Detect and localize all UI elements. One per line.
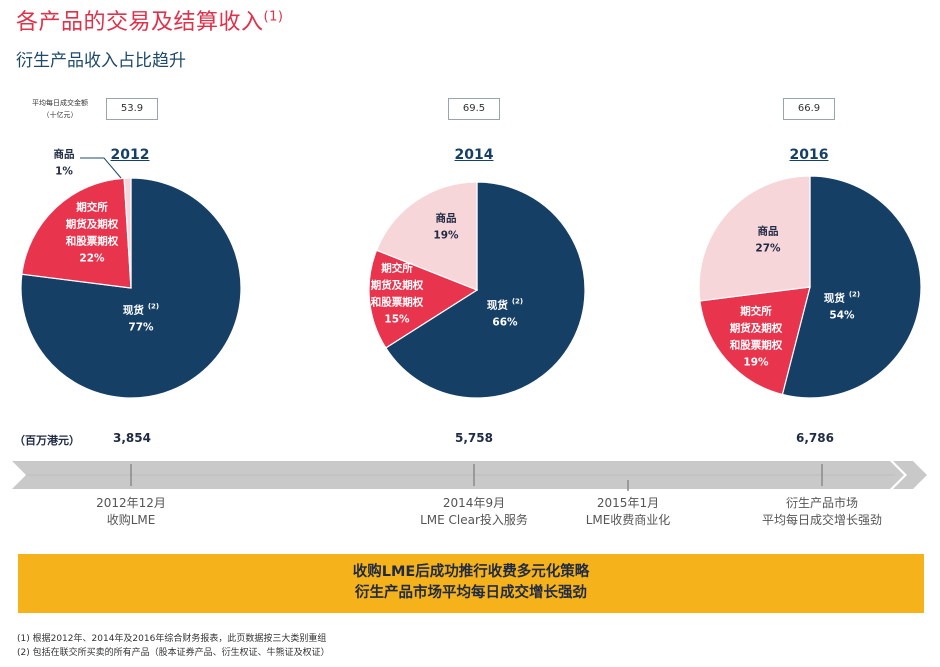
svg-text:19%: 19% [743,357,769,369]
pie-label-2012-spot: 现货 (2) 77% [123,303,159,334]
svg-text:27%: 27% [755,243,781,255]
total-revenue-2014: 5,758 [455,431,493,445]
year-label-2014: 2014 [454,147,494,163]
svg-text:现货(2): 现货 (2) [123,303,159,317]
pie-slice-2012-exchange [21,177,132,289]
svg-text:现货(2): 现货 (2) [487,298,523,312]
year-label-2012: 2012 [110,147,150,163]
svg-text:77%: 77% [128,322,154,334]
svg-text:1%: 1% [55,166,73,178]
adtv-box-2016: 66.9 [783,98,835,120]
pie-slice-2014-spot [384,181,586,399]
svg-text:期交所: 期交所 [381,262,413,275]
svg-text:商品: 商品 [436,212,457,225]
pie-slice-2012-commodity [123,177,132,289]
pie-label-2016-spot: 现货 (2) 54% [824,291,860,322]
timeline-event-2016: 衍生产品市场 平均每日成交增长强劲 [761,496,882,527]
total-revenue-2012: 3,854 [113,431,151,445]
timeline-event-2014: 2014年9月 LME Clear投入服务 [420,496,528,527]
svg-text:和股票期权: 和股票期权 [65,235,119,248]
footnote-2: (2) 包括在联交所买卖的所有产品（股本证券产品、衍生权证、牛熊证及权证） [17,648,330,658]
svg-text:期交所: 期交所 [76,201,108,214]
svg-text:期交所: 期交所 [740,305,772,318]
svg-text:54%: 54% [829,310,855,322]
revenue-unit-label: （百万港元） [14,434,80,447]
svg-text:22%: 22% [79,253,105,265]
svg-text:和股票期权: 和股票期权 [729,339,783,352]
svg-text:商品: 商品 [758,225,779,238]
svg-text:商品: 商品 [54,148,75,161]
summary-banner: 收购LME后成功推行收费多元化策略 衍生产品市场平均每日成交增长强劲 [18,554,924,613]
pie-slice-2016-commodity [698,175,811,302]
total-revenue-2016: 6,786 [796,431,834,445]
pie-slice-2016-spot [781,175,922,399]
svg-text:现货(2): 现货 (2) [824,291,860,305]
svg-text:15%: 15% [384,314,410,326]
adtv-box-2014: 69.5 [448,98,500,120]
svg-text:期货及期权: 期货及期权 [730,322,783,335]
pie-slice-2016-exchange [699,286,811,396]
footnote-1: (1) 根据2012年、2014年及2016年综合财务报表，此页数据按三大类别重… [17,634,327,644]
pie-slice-2014-exchange [368,249,479,349]
svg-text:和股票期权: 和股票期权 [370,296,424,309]
timeline-event-2015: 2015年1月 LME收费商业化 [585,496,671,527]
page-title: 各产品的交易及结算收入(1) [16,9,284,35]
svg-text:期货及期权: 期货及期权 [371,279,424,292]
year-label-2016: 2016 [789,147,829,163]
pie-label-2014-commodity: 商品 19% [433,212,459,242]
adtv-label: 平均每日成交金额 （十亿元） [32,99,88,119]
pie-slice-2014-commodity [375,181,478,291]
svg-text:期货及期权: 期货及期权 [66,218,119,231]
timeline-event-2012: 2012年12月 收购LME [96,496,166,527]
adtv-box-2012: 53.9 [106,98,158,120]
pie-label-2012-commodity: 商品 1% [54,148,75,178]
svg-text:19%: 19% [433,230,459,242]
pie-label-2014-spot: 现货 (2) 66% [487,298,523,329]
page-subtitle: 衍生产品收入占比趋升 [16,51,186,71]
pie-slice-2012-spot [20,177,242,399]
pie-label-2016-commodity: 商品 27% [755,225,781,255]
svg-text:66%: 66% [492,317,518,329]
